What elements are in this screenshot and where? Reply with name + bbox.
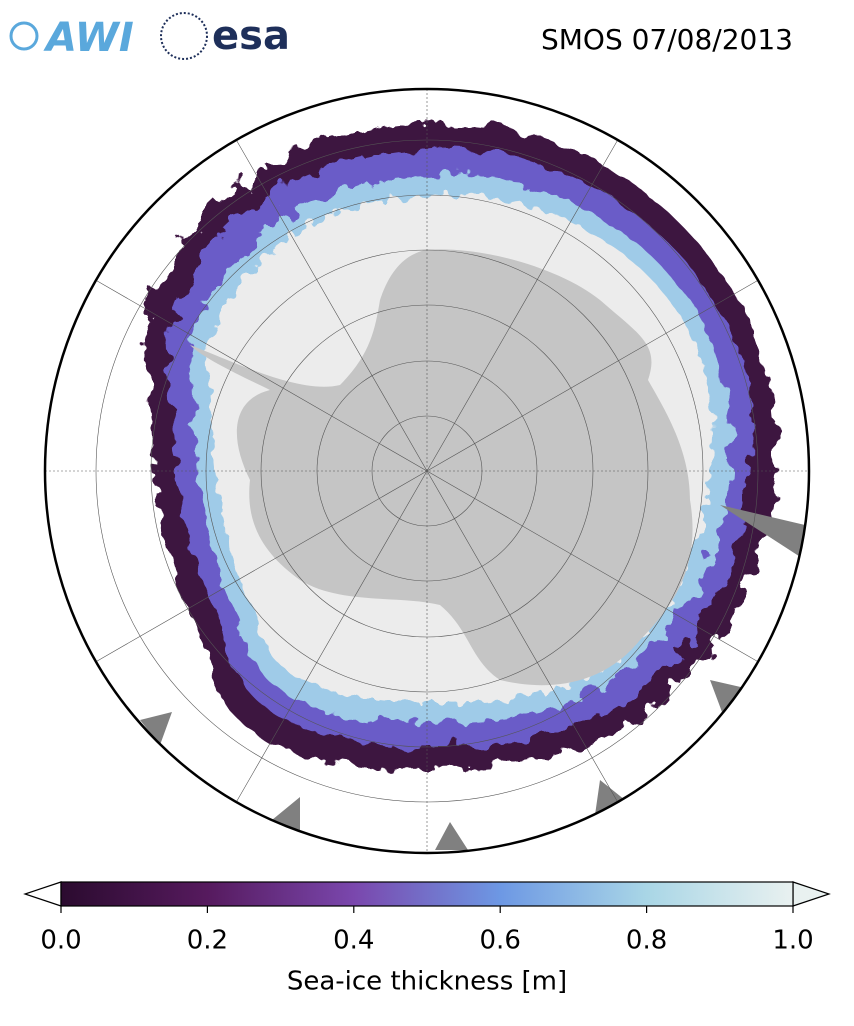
colorbar-tick-label: 0.0: [40, 926, 81, 956]
map-title: SMOS 07/08/2013: [541, 23, 793, 56]
colorbar-tick-label: 0.6: [480, 926, 521, 956]
colorbar-gradient: [60, 881, 794, 907]
esa-logo: esa: [160, 12, 290, 60]
colorbar-tick-label: 0.4: [333, 926, 374, 956]
colorbar-tick-label: 1.0: [772, 926, 813, 956]
colorbar-tick-label: 0.2: [187, 926, 228, 956]
logo-text: esa: [212, 13, 290, 59]
map: [45, 89, 809, 853]
logo-text: AWI: [43, 15, 134, 61]
awi-logo: AWI: [9, 15, 134, 61]
colorbar-tick-label: 0.8: [626, 926, 667, 956]
colorbar-label: Sea-ice thickness [m]: [287, 967, 567, 997]
map-frame: [43, 87, 811, 855]
colorbar: 0.0 0.2 0.4 0.6 0.8 1.0: [23, 881, 831, 956]
